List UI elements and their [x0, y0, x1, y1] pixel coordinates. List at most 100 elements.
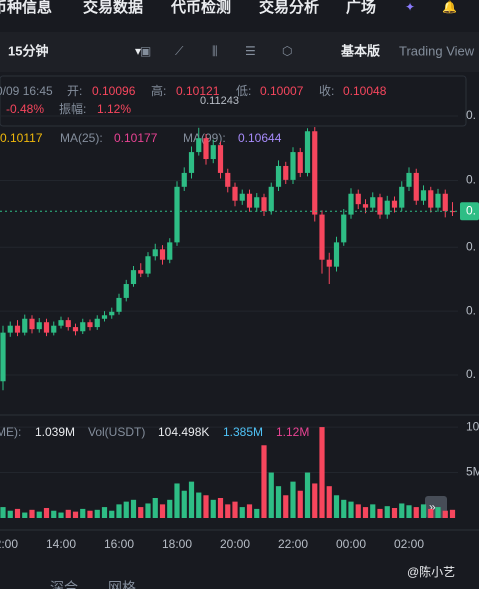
- info: 低:: [236, 84, 251, 98]
- candle-body: [58, 320, 64, 326]
- info: 开:: [67, 84, 82, 98]
- volume-bar: [348, 501, 354, 518]
- icon[interactable]: ▾: [135, 44, 141, 58]
- volume-bar: [65, 509, 71, 518]
- candle-body: [370, 197, 376, 208]
- candle-body: [94, 318, 100, 328]
- candle-body: [442, 193, 448, 212]
- basic-view[interactable]: 基本版: [340, 43, 380, 58]
- nav-tab[interactable]: 代币检测: [170, 0, 231, 16]
- volume-bar: [355, 504, 361, 518]
- candle-body: [174, 186, 180, 243]
- ai-icon[interactable]: ✦: [405, 0, 415, 14]
- volume-bar: [442, 510, 448, 518]
- volume-bar: [319, 427, 325, 518]
- nav-tab[interactable]: 交易数据: [83, 0, 143, 16]
- tradingview[interactable]: Trading View: [399, 43, 475, 58]
- icon[interactable]: ⫼: [212, 44, 218, 58]
- info-box: [0, 75, 467, 127]
- volume-bar: [7, 510, 13, 518]
- volume-bar: [167, 499, 173, 518]
- candle-body: [138, 270, 144, 274]
- icon[interactable]: ⟋: [175, 44, 184, 58]
- volume-bar: [275, 486, 282, 518]
- info: 0.10121: [176, 84, 220, 98]
- volume-bar: [14, 508, 21, 518]
- info: 0.10048: [343, 84, 387, 98]
- x-tick-label: 20:00: [220, 537, 250, 551]
- x-tick-label: 00:00: [336, 537, 366, 551]
- candle-body: [275, 165, 282, 187]
- candle-body: [72, 327, 79, 332]
- icon[interactable]: ☰: [245, 44, 256, 58]
- candle-body: [0, 332, 6, 382]
- volume-bar: [304, 472, 311, 518]
- volume-info: 1.12M: [276, 425, 309, 439]
- volume-bar: [109, 510, 115, 518]
- bell-icon[interactable]: 🔔: [442, 0, 457, 14]
- icon[interactable]: ▣: [140, 44, 151, 58]
- info: 高:: [151, 83, 166, 98]
- volume-bar: [406, 505, 412, 518]
- candle-body: [123, 284, 129, 298]
- interval[interactable]: 15分钟: [8, 43, 48, 58]
- volume-bar: [116, 504, 122, 518]
- volume-bar: [22, 512, 28, 518]
- candle-body: [377, 197, 383, 215]
- volume-info: ME):: [0, 425, 21, 439]
- candle-body: [210, 145, 216, 160]
- candle-body: [239, 193, 245, 201]
- icon[interactable]: »: [429, 500, 436, 514]
- volume-bar: [283, 495, 289, 518]
- bottom-tab[interactable]: 网格: [108, 580, 136, 589]
- volume-bar: [391, 508, 398, 518]
- volume-bar: [435, 507, 441, 518]
- volume-bar: [174, 483, 180, 518]
- last-price-label: 0.: [466, 203, 476, 217]
- volume-bar: [138, 507, 144, 518]
- info: 0.10096: [92, 84, 136, 98]
- volume-bar: [181, 490, 187, 518]
- candle-body: [420, 190, 427, 201]
- watermark: @陈小艺: [407, 564, 455, 579]
- info: 0.10007: [260, 84, 304, 98]
- candle-body: [333, 242, 340, 267]
- volume-bar: [239, 507, 245, 518]
- volume-bar: [341, 499, 347, 518]
- volume-bar: [94, 509, 100, 518]
- candle-body: [188, 152, 195, 173]
- candle-body: [435, 193, 441, 208]
- candle-body: [268, 186, 274, 212]
- volume-bar: [333, 495, 340, 518]
- bottom-tab[interactable]: 深合: [50, 580, 78, 589]
- candle-body: [217, 145, 224, 173]
- candle-body: [43, 322, 50, 333]
- nav-tab[interactable]: 交易分析: [259, 0, 319, 16]
- candle-body: [399, 186, 405, 208]
- volume-bar: [29, 509, 35, 518]
- icon[interactable]: ⬡: [282, 44, 292, 58]
- candle-body: [36, 322, 42, 330]
- volume-bar: [420, 504, 427, 518]
- volume-bar: [188, 481, 195, 518]
- volume-info: Vol(USDT): [88, 425, 145, 439]
- candle-body: [355, 193, 361, 205]
- volume-tick-label: 5M: [466, 465, 479, 479]
- x-tick-label: 22:00: [278, 537, 308, 551]
- candle-body: [167, 242, 173, 260]
- volume-bar: [290, 481, 296, 518]
- candle-body: [413, 172, 419, 201]
- nav-tab[interactable]: 币种信息: [0, 0, 52, 16]
- x-tick-label: 18:00: [162, 537, 192, 551]
- candle-body: [51, 325, 57, 333]
- candle-body: [246, 193, 253, 208]
- nav-tab[interactable]: 广场: [346, 0, 376, 16]
- candle-body: [101, 315, 108, 319]
- volume-bar: [261, 445, 267, 518]
- volume-bar: [203, 495, 209, 518]
- volume-bar: [254, 508, 260, 518]
- x-tick-label: 02:00: [394, 537, 424, 551]
- x-tick-label: 16:00: [104, 537, 134, 551]
- candle-body: [159, 249, 166, 260]
